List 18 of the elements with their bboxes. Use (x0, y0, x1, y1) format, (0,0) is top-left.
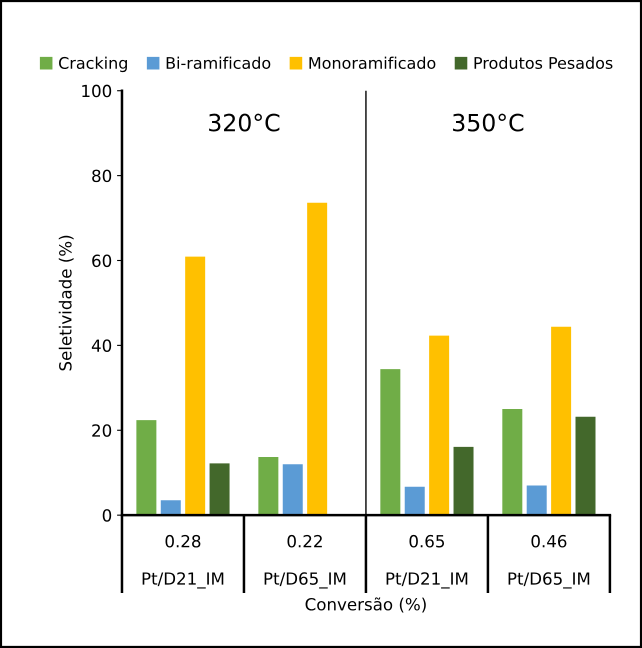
legend-label: Cracking (59, 56, 127, 72)
y-tick-label: 20 (92, 424, 112, 437)
y-tick-label: 60 (92, 254, 112, 268)
y-tick-label: 0 (102, 509, 112, 522)
category-label: 0.65 Pt/D21_IM (386, 534, 468, 589)
category-label: 0.46 Pt/D65_IM (508, 534, 590, 589)
y-tick-label: 40 (92, 339, 112, 352)
y-tick-label: 100 (82, 84, 112, 98)
category-label: 0.22 Pt/D65_IM (264, 534, 346, 589)
legend-label: Produtos Pesados (474, 56, 612, 70)
y-tick-label: 80 (92, 170, 112, 182)
y-axis-title: Seletividade (%) (58, 236, 74, 370)
annotation: 320°C (209, 114, 280, 132)
x-axis-title: Conversão (%) (306, 597, 426, 613)
category-label: 0.28 Pt/D21_IM (142, 534, 224, 589)
legend-label: Monoramificado (309, 56, 436, 70)
annotation: 350°C (453, 114, 524, 132)
legend-label: Bi-ramificado (166, 56, 270, 70)
